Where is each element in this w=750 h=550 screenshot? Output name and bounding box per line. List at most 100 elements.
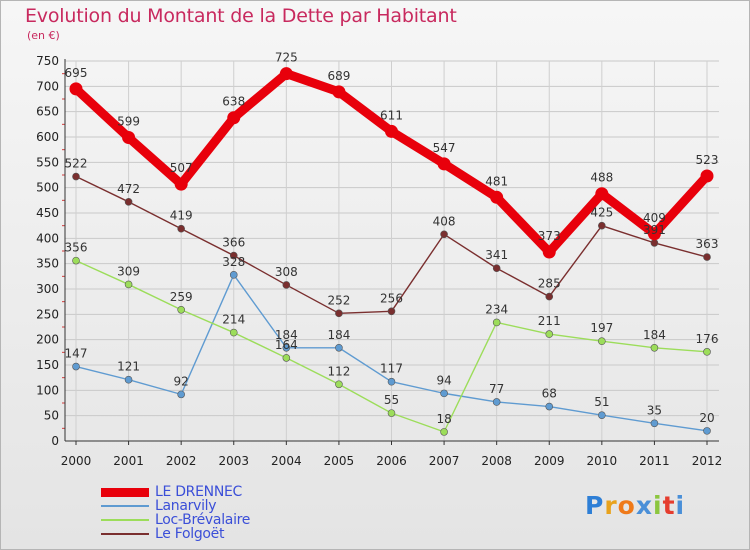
data-label: 256 xyxy=(380,291,403,305)
y-tick-label: 100 xyxy=(36,383,59,397)
data-label: 147 xyxy=(65,347,88,361)
legend: LE DRENNEC Lanarvily Loc-Brévalaire Le Folg… xyxy=(101,485,250,541)
legend-label: Lanarvily xyxy=(155,498,217,514)
chart-title: Evolution du Montant de la Dette par Hab… xyxy=(25,5,457,27)
data-label: 689 xyxy=(327,69,350,83)
data-label: 695 xyxy=(65,66,88,80)
data-point xyxy=(335,309,343,318)
data-point xyxy=(72,256,80,265)
y-tick-label: 250 xyxy=(36,307,59,321)
legend-swatch xyxy=(101,533,149,535)
data-label: 176 xyxy=(696,332,719,346)
chart-subtitle: (en €) xyxy=(27,29,60,42)
data-label: 18 xyxy=(436,412,451,426)
legend-item: Lanarvily xyxy=(101,499,250,513)
data-point xyxy=(440,389,448,398)
data-label: 184 xyxy=(327,328,350,342)
legend-swatch xyxy=(101,487,149,497)
data-label: 252 xyxy=(327,293,350,307)
data-point xyxy=(335,343,343,352)
data-label: 408 xyxy=(433,214,456,228)
logo-letter: P xyxy=(585,491,605,520)
data-point xyxy=(703,348,711,356)
data-point xyxy=(440,230,448,239)
data-point xyxy=(174,177,188,191)
legend-label: Loc-Brévalaire xyxy=(155,512,251,528)
data-label: 391 xyxy=(643,223,666,237)
legend-item: Le Folgoët xyxy=(101,527,250,541)
data-label: 55 xyxy=(384,393,399,407)
data-label: 121 xyxy=(117,360,140,374)
y-tick-label: 150 xyxy=(36,358,59,372)
y-tick-label: 700 xyxy=(36,79,59,93)
data-label: 472 xyxy=(117,182,140,196)
data-label: 259 xyxy=(170,290,193,304)
axes: 0 50 100 150 200 250 300 350 400 450 500 550 600 650 7… xyxy=(36,54,722,468)
y-tick-label: 350 xyxy=(36,257,59,271)
data-point xyxy=(282,354,291,362)
data-point xyxy=(229,271,238,279)
data-label: 92 xyxy=(174,374,189,388)
y-tick-label: 450 xyxy=(36,206,59,220)
data-label: 725 xyxy=(275,51,298,65)
data-label: 638 xyxy=(222,95,245,109)
logo-letter: i xyxy=(675,491,686,520)
data-point xyxy=(387,377,396,386)
x-tick-label: 2012 xyxy=(692,454,723,468)
data-label: 68 xyxy=(542,387,557,401)
x-tick-label: 2006 xyxy=(376,454,407,468)
data-point xyxy=(440,428,448,436)
data-label: 164 xyxy=(275,338,298,352)
data-label: 611 xyxy=(380,108,403,122)
data-point xyxy=(387,409,396,417)
data-label: 373 xyxy=(538,229,561,243)
legend-item: LE DRENNEC xyxy=(101,485,250,499)
series-lines xyxy=(69,67,714,436)
data-point xyxy=(227,111,241,125)
data-label: 328 xyxy=(222,255,245,269)
logo-letter: o xyxy=(617,491,636,520)
data-label: 522 xyxy=(65,157,88,171)
data-label: 51 xyxy=(594,395,609,409)
data-label: 425 xyxy=(590,206,613,220)
y-tick-label: 200 xyxy=(36,333,59,347)
y-tick-label: 750 xyxy=(36,54,59,68)
data-point xyxy=(72,172,80,181)
legend-label: Le Folgoët xyxy=(155,526,225,542)
logo-letter: i xyxy=(653,491,663,520)
data-label: 507 xyxy=(170,161,193,175)
data-label: 77 xyxy=(489,382,504,396)
data-label: 308 xyxy=(275,265,298,279)
data-label: 547 xyxy=(433,141,456,155)
y-tick-label: 300 xyxy=(36,282,59,296)
x-tick-label: 2007 xyxy=(429,454,460,468)
data-point xyxy=(124,375,133,384)
data-label: 197 xyxy=(590,321,613,335)
data-point xyxy=(124,198,133,206)
legend-item: Loc-Brévalaire xyxy=(101,513,250,527)
data-label: 341 xyxy=(485,248,508,262)
legend-label: LE DRENNEC xyxy=(155,484,243,500)
data-label: 285 xyxy=(538,277,561,291)
y-tick-label: 50 xyxy=(44,409,59,423)
data-point xyxy=(650,239,659,247)
data-point xyxy=(492,398,501,406)
data-label: 309 xyxy=(117,264,140,278)
data-point xyxy=(229,328,238,337)
data-point xyxy=(703,427,711,435)
data-point xyxy=(282,343,291,352)
data-label: 184 xyxy=(643,328,666,342)
data-point xyxy=(332,85,346,99)
data-label: 356 xyxy=(65,241,88,255)
data-point xyxy=(124,280,133,289)
logo-letter: r xyxy=(604,491,618,520)
y-tick-label: 0 xyxy=(51,434,59,448)
x-tick-label: 2004 xyxy=(271,454,302,468)
data-label: 94 xyxy=(436,373,451,387)
data-label: 234 xyxy=(485,302,508,316)
x-tick-label: 2000 xyxy=(61,454,92,468)
data-point xyxy=(545,330,554,338)
y-tick-label: 500 xyxy=(36,181,59,195)
data-point xyxy=(177,305,185,314)
data-point xyxy=(437,157,451,171)
